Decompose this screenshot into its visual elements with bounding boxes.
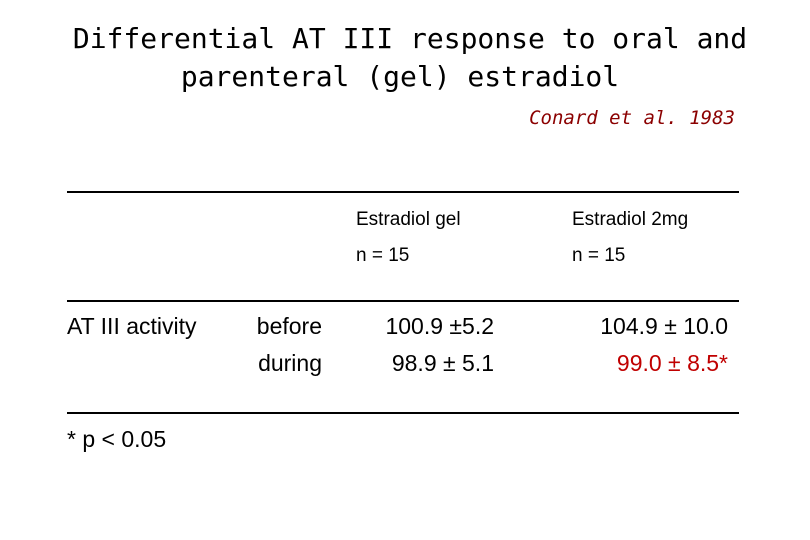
slide-title-line-2: parenteral (gel) estradiol [180,60,620,93]
gel-values: 100.9 ±5.2 98.9 ± 5.1 [385,308,494,382]
table-header-rule [67,300,739,302]
column-name-gel: Estradiol gel [356,209,461,230]
gel-value-during: 98.9 ± 5.1 [391,350,494,376]
column-header-gel: Estradiol gel n = 15 [356,202,461,274]
oral-value-during: 99.0 ± 8.5* [616,350,728,376]
citation: Conard et al. 1983 [529,107,735,129]
table-top-rule [67,191,739,193]
gel-value-before: 100.9 ±5.2 [385,313,494,339]
column-header-oral: Estradiol 2mg n = 15 [572,202,688,274]
footnote: * p < 0.05 [67,426,167,452]
oral-value-before: 104.9 ± 10.0 [600,313,728,339]
row-sublabel-before: before [256,313,322,339]
table-bottom-rule [67,412,739,414]
column-name-oral: Estradiol 2mg [572,209,689,230]
column-n-gel: n = 15 [356,245,410,266]
row-sublabel-during: during [258,350,322,376]
row-sublabels: before during [257,308,322,382]
slide-title-line-1: Differential AT III response to oral and [72,22,748,55]
oral-values: 104.9 ± 10.0 99.0 ± 8.5* [600,308,728,382]
row-label: AT III activity [67,313,197,339]
column-n-oral: n = 15 [572,245,626,266]
